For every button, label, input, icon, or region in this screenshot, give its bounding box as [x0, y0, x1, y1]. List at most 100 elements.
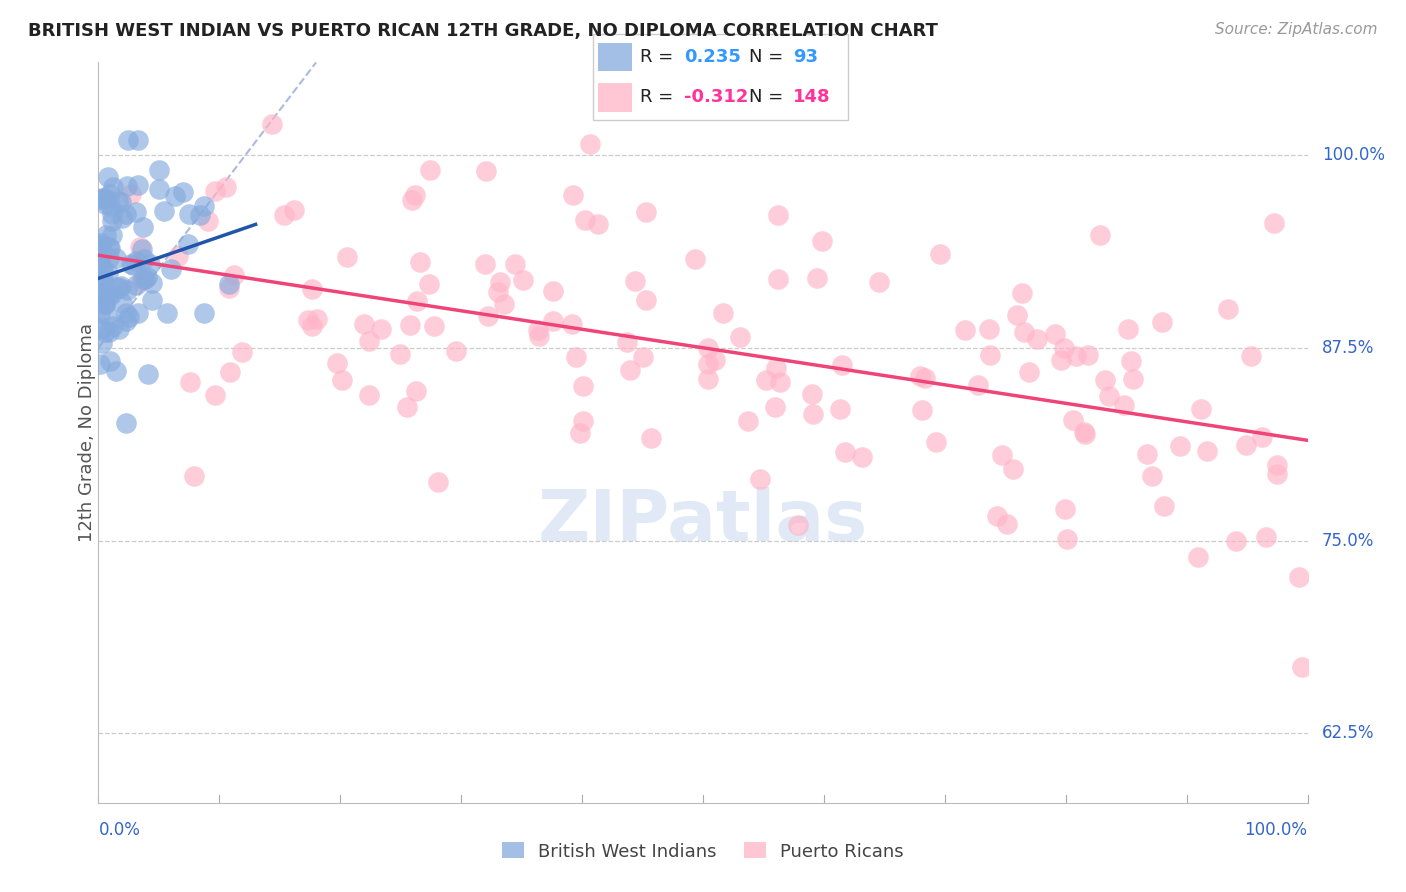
Point — [89, 357, 111, 371]
Point — [115, 314, 138, 328]
Text: 87.5%: 87.5% — [1322, 339, 1375, 357]
Point — [115, 207, 138, 221]
Point — [1012, 325, 1035, 339]
Point — [94, 227, 117, 242]
Point — [100, 214, 122, 228]
Point — [91, 260, 114, 274]
Point — [1073, 426, 1095, 441]
Point — [977, 322, 1000, 336]
Point — [93, 285, 115, 299]
Point — [1240, 349, 1263, 363]
Point — [925, 435, 948, 450]
Point — [569, 426, 592, 441]
Point — [114, 417, 136, 431]
Point — [1112, 398, 1135, 412]
Point — [728, 330, 751, 344]
Point — [786, 518, 808, 533]
Point — [131, 242, 153, 256]
Point — [1018, 365, 1040, 379]
Point — [132, 272, 155, 286]
Point — [101, 180, 124, 194]
Point — [179, 375, 201, 389]
Point — [1116, 322, 1139, 336]
Point — [111, 211, 134, 226]
Point — [218, 281, 240, 295]
Point — [91, 243, 114, 257]
Text: 62.5%: 62.5% — [1322, 724, 1375, 742]
Point — [1001, 461, 1024, 475]
Point — [353, 317, 375, 331]
Point — [766, 272, 789, 286]
Point — [1011, 285, 1033, 300]
Point — [115, 179, 138, 194]
Point — [89, 306, 111, 320]
Point — [172, 185, 194, 199]
Point — [1005, 308, 1028, 322]
Point — [763, 400, 786, 414]
Point — [111, 296, 134, 310]
Point — [986, 509, 1008, 524]
Point — [1187, 550, 1209, 565]
Point — [179, 207, 201, 221]
Point — [132, 252, 155, 266]
Point — [737, 414, 759, 428]
Point — [418, 277, 440, 292]
Point — [120, 186, 142, 201]
Point — [136, 270, 159, 285]
Point — [138, 257, 160, 271]
Point — [193, 306, 215, 320]
Point — [811, 234, 834, 248]
Point — [167, 249, 190, 263]
Point — [868, 275, 890, 289]
Point — [98, 353, 121, 368]
Point — [98, 241, 121, 255]
Point — [1168, 439, 1191, 453]
Point — [370, 321, 392, 335]
Point — [127, 132, 149, 146]
Point — [231, 344, 253, 359]
Text: R =: R = — [640, 87, 679, 106]
Point — [98, 325, 121, 339]
Text: 0.235: 0.235 — [685, 47, 741, 66]
Point — [1090, 227, 1112, 242]
Point — [488, 275, 510, 289]
Point — [1265, 467, 1288, 482]
FancyBboxPatch shape — [599, 83, 633, 112]
Point — [103, 318, 125, 333]
Point — [108, 322, 131, 336]
Point — [91, 262, 114, 277]
Point — [91, 272, 114, 286]
Point — [631, 350, 654, 364]
Point — [357, 387, 380, 401]
Point — [755, 373, 778, 387]
Point — [110, 280, 132, 294]
Point — [401, 194, 423, 208]
Point — [89, 268, 111, 283]
Point — [97, 169, 120, 184]
Point — [260, 117, 283, 131]
Point — [90, 235, 112, 250]
Point — [91, 335, 114, 350]
Point — [93, 297, 115, 311]
Point — [696, 341, 718, 355]
Point — [1291, 659, 1313, 673]
Text: 100.0%: 100.0% — [1244, 822, 1308, 839]
Point — [93, 289, 115, 303]
Point — [1225, 533, 1247, 548]
Point — [127, 178, 149, 192]
Point — [768, 376, 790, 390]
Point — [636, 205, 658, 219]
Point — [1050, 353, 1073, 368]
Point — [1288, 570, 1310, 584]
Point — [93, 296, 115, 310]
Point — [177, 236, 200, 251]
Point — [1077, 348, 1099, 362]
Point — [97, 251, 120, 265]
Point — [806, 271, 828, 285]
Point — [475, 164, 498, 178]
Point — [132, 219, 155, 234]
Point — [273, 207, 295, 221]
Point — [193, 199, 215, 213]
Point — [1251, 430, 1274, 444]
Point — [98, 199, 121, 213]
